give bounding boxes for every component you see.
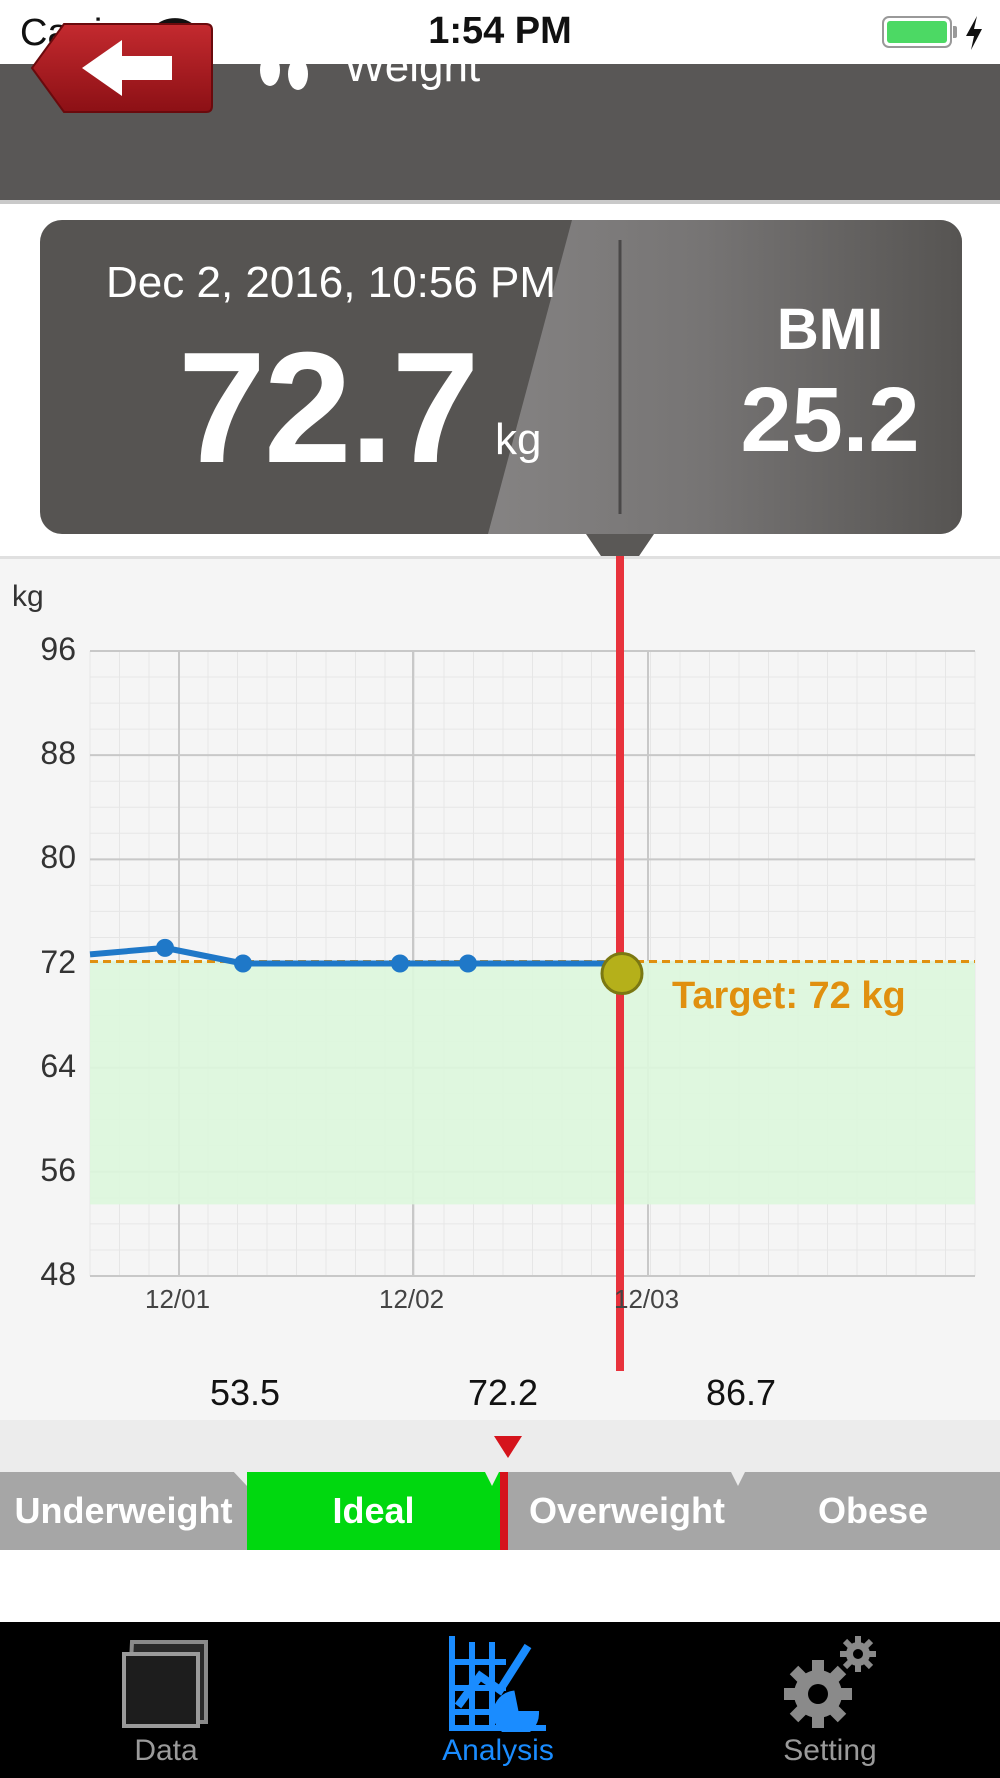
charging-bolt-icon: [966, 16, 982, 50]
back-arrow-icon: [82, 40, 172, 96]
category-obese: Obese: [817, 1490, 929, 1531]
footprints-icon: [260, 43, 308, 90]
threshold-ideal-overweight: 72.2: [468, 1372, 539, 1413]
reading-card: Dec 2, 2016, 10:56 PM 72.7 kg BMI 25.2: [40, 220, 962, 534]
tab-data-label[interactable]: Data: [134, 1734, 198, 1767]
weight-value: 72.7: [178, 320, 480, 496]
y-tick-label: 56: [40, 1151, 76, 1188]
data-point[interactable]: [459, 954, 477, 973]
category-underweight: Underweight: [14, 1490, 233, 1531]
reading-datetime: Dec 2, 2016, 10:56 PM: [106, 258, 557, 307]
data-point[interactable]: [234, 954, 252, 973]
x-tick-label: 12/01: [145, 1284, 211, 1314]
y-tick-label: 64: [40, 1047, 76, 1084]
x-tick-label: 12/02: [379, 1284, 445, 1314]
chart-analysis-icon: [449, 1636, 546, 1732]
weight-chart[interactable]: [0, 556, 1000, 1420]
y-tick-label: 96: [40, 631, 76, 667]
y-tick-label: 72: [40, 943, 76, 980]
category-overweight: Overweight: [528, 1490, 726, 1531]
scale-strip: [0, 1420, 1000, 1472]
y-tick-label: 88: [40, 735, 76, 772]
category-ideal: Ideal: [332, 1490, 415, 1531]
battery-tip: [953, 26, 957, 38]
scale-position-marker: [500, 1472, 508, 1550]
ideal-category-highlight: [247, 1472, 500, 1550]
category-notches: [232, 1470, 746, 1486]
spacer: [0, 1550, 1000, 1622]
threshold-underweight-ideal: 53.5: [210, 1372, 281, 1413]
y-axis-label: kg: [12, 580, 44, 613]
x-tick-label: 12/03: [614, 1284, 680, 1314]
tab-analysis[interactable]: [446, 1632, 550, 1732]
ideal-range-band: [90, 960, 975, 1205]
tab-analysis-label[interactable]: Analysis: [442, 1734, 554, 1767]
clipboard-icon: [122, 1640, 208, 1728]
threshold-overweight-obese: 86.7: [706, 1372, 777, 1413]
tab-data[interactable]: [118, 1634, 218, 1730]
gears-icon: [784, 1636, 876, 1728]
tab-setting[interactable]: [778, 1632, 882, 1732]
back-button[interactable]: [30, 20, 214, 116]
tab-setting-label[interactable]: Setting: [783, 1734, 877, 1767]
data-point[interactable]: [156, 938, 174, 957]
bmi-value: 25.2: [740, 369, 920, 471]
selected-point[interactable]: [600, 952, 644, 995]
y-tick-label: 48: [40, 1256, 76, 1292]
bmi-label: BMI: [776, 297, 884, 362]
card-sheen: [488, 220, 962, 534]
data-point[interactable]: [391, 954, 409, 973]
page-title: Weight: [344, 42, 481, 91]
weight-series-line: [89, 944, 620, 967]
scale-pointer-icon: [494, 1436, 522, 1458]
target-label: Target: 72 kg: [672, 975, 906, 1017]
status-time: 1:54 PM: [428, 10, 572, 52]
y-tick-label: 80: [40, 839, 76, 876]
weight-unit: kg: [495, 415, 542, 464]
battery-icon: [882, 16, 952, 48]
